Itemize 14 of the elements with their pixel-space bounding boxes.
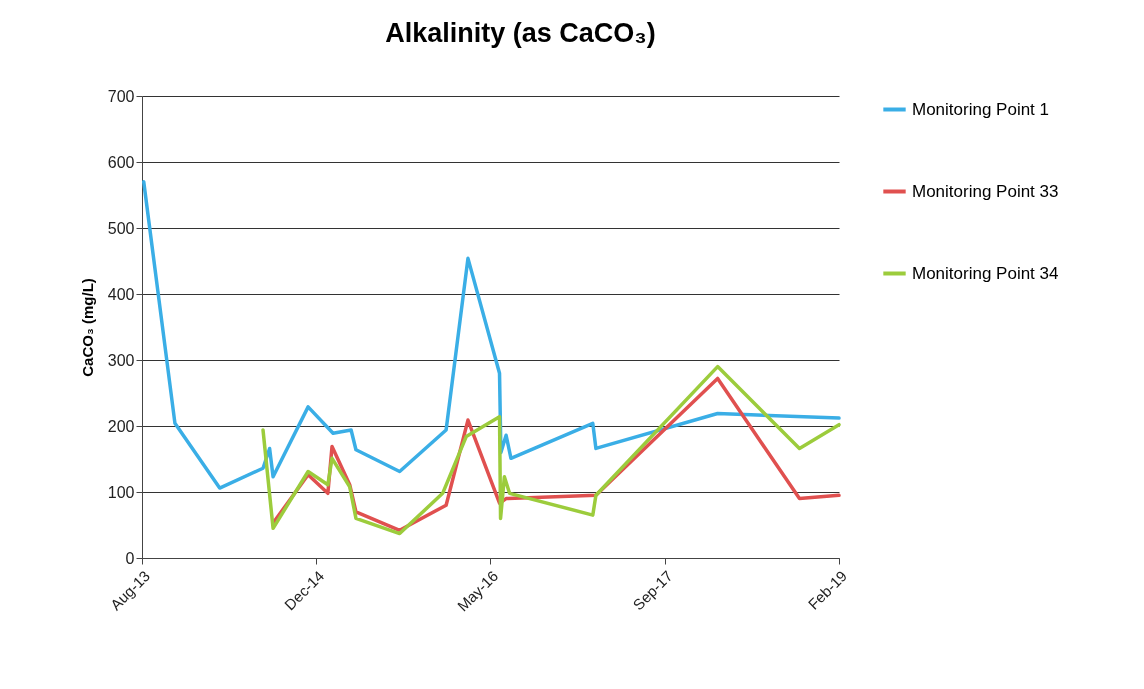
- legend-label: Monitoring Point 1: [912, 99, 1050, 119]
- y-tick-label: 600: [107, 153, 135, 171]
- chart-title: Alkalinity (as CaCO₃): [385, 18, 656, 48]
- legend-label: Monitoring Point 33: [912, 181, 1059, 201]
- y-tick-label: 300: [107, 351, 135, 369]
- y-tick-label: 700: [107, 87, 135, 105]
- y-axis-title: CaCO₃ (mg/L): [78, 278, 96, 377]
- y-tick-label: 400: [107, 285, 135, 303]
- y-tick-label: 500: [107, 219, 135, 237]
- y-tick-label: 200: [107, 417, 135, 435]
- y-tick-label: 0: [125, 549, 135, 567]
- legend-label: Monitoring Point 34: [912, 263, 1059, 283]
- y-tick-label: 100: [107, 483, 135, 501]
- line-series: [141, 180, 841, 490]
